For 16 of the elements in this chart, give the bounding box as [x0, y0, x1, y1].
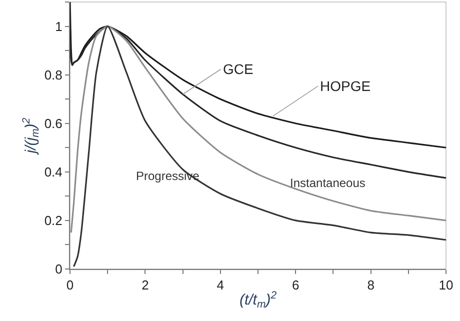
x-tick-label: 2 — [142, 278, 149, 293]
x-tick-label: 8 — [367, 278, 374, 293]
annotation: GCE — [223, 61, 254, 77]
x-axis-title: (t/t$_{m}$)$^{2}$ — [239, 289, 277, 311]
annotation: HOPGE — [320, 78, 371, 94]
y-tick-label: 0.2 — [44, 213, 62, 228]
y-tick-label: 0 — [55, 262, 62, 277]
x-tick-label: 0 — [66, 278, 74, 293]
x-tick-label: 4 — [216, 278, 224, 293]
x-tick-label: 6 — [292, 278, 300, 293]
y-tick-label: 0.8 — [44, 67, 62, 82]
annotation: Instantaneous — [290, 176, 366, 190]
y-tick-label: 0.4 — [44, 164, 62, 180]
y-tick-label: 0.6 — [44, 116, 62, 131]
x-tick-label: 10 — [438, 278, 454, 293]
y-tick-label: 1 — [55, 18, 62, 34]
